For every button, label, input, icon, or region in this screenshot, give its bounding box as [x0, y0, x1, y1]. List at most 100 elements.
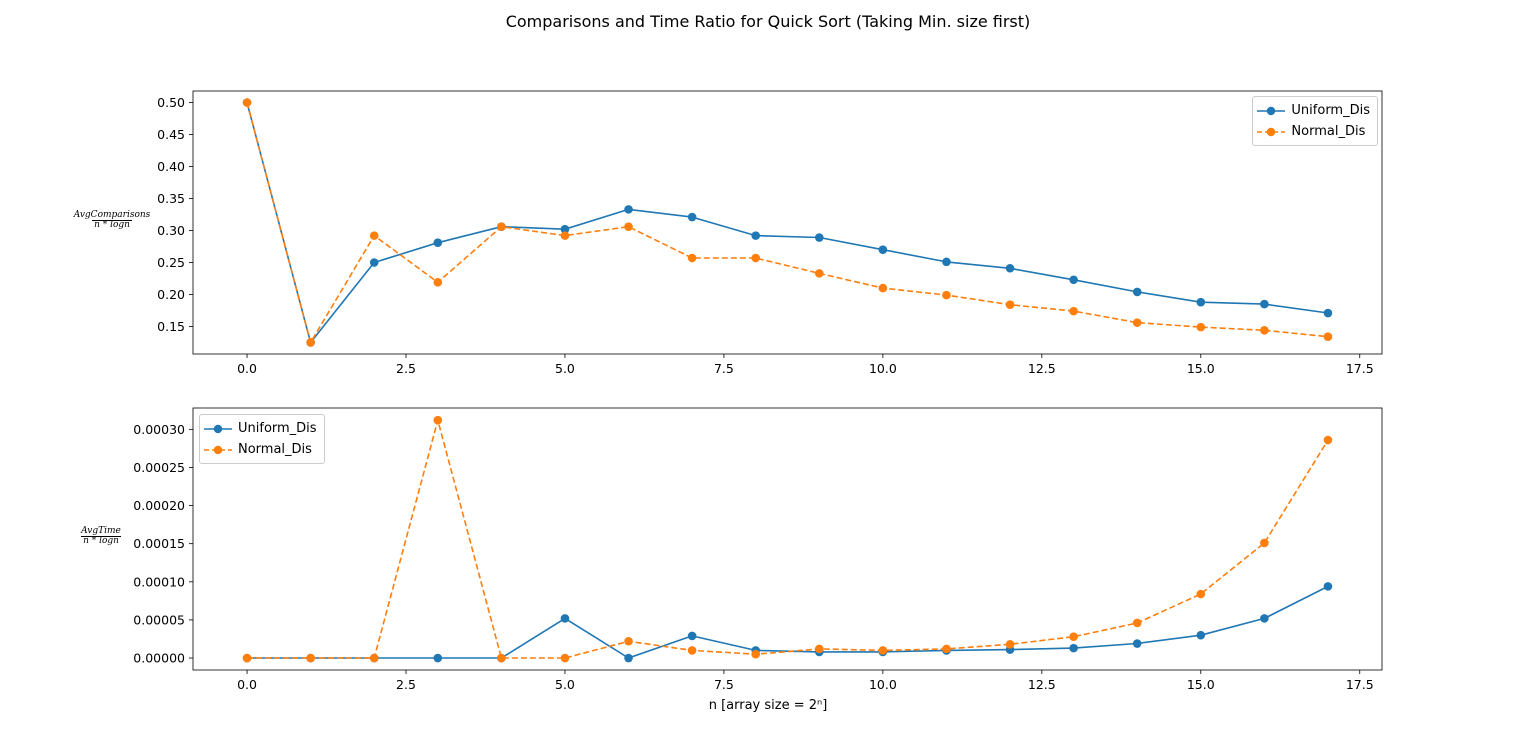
y-tick-label: 0.00015 — [133, 536, 185, 551]
data-point-normal-dis — [433, 278, 443, 287]
legend-line-uniform-icon — [204, 424, 232, 433]
x-tick-label: 2.5 — [396, 677, 416, 692]
data-point-uniform-dis — [687, 631, 697, 641]
data-point-uniform-dis — [1069, 275, 1078, 285]
legend-label-normal: Normal_Dis — [238, 442, 312, 457]
plot-frame — [192, 407, 1383, 671]
x-tick-label: 5.0 — [555, 361, 575, 376]
x-tick-label: 15.0 — [1187, 361, 1215, 376]
y-axis-label-denominator: n * logn — [92, 219, 132, 230]
x-tick-label: 10.0 — [869, 677, 897, 692]
x-tick-label: 12.5 — [1028, 361, 1056, 376]
legend-entry-normal: Normal_Dis — [204, 439, 317, 460]
data-point-uniform-dis — [624, 653, 633, 663]
data-point-normal-dis — [369, 231, 379, 240]
data-point-normal-dis — [242, 653, 252, 663]
data-point-normal-dis — [814, 644, 824, 654]
x-axis-label: n [array size = 2ⁿ] — [708, 698, 828, 713]
data-point-uniform-dis — [1132, 287, 1142, 297]
legend-label-uniform: Uniform_Dis — [1291, 103, 1370, 118]
y-tick-label: 0.35 — [157, 191, 185, 206]
series-line-uniform-dis — [247, 585, 1329, 659]
data-point-uniform-dis — [1005, 263, 1015, 273]
plot-frame — [192, 90, 1383, 355]
y-axis-label-numerator: AvgTime — [81, 526, 121, 536]
x-tick-label: 12.5 — [1028, 677, 1056, 692]
x-tick-label: 2.5 — [396, 361, 416, 376]
data-point-normal-dis — [1323, 332, 1333, 342]
data-point-normal-dis — [242, 98, 252, 107]
data-point-normal-dis — [1005, 300, 1015, 310]
data-point-uniform-dis — [433, 238, 443, 247]
data-point-normal-dis — [1196, 322, 1206, 332]
x-tick-label: 7.5 — [714, 361, 734, 376]
data-point-normal-dis — [687, 646, 697, 655]
legend-line-normal-icon — [1257, 127, 1286, 136]
data-point-normal-dis — [1069, 306, 1078, 316]
data-point-normal-dis — [751, 649, 761, 659]
data-point-normal-dis — [1132, 318, 1142, 327]
data-point-uniform-dis — [560, 224, 570, 234]
data-point-normal-dis — [497, 222, 506, 231]
legend-label-normal: Normal_Dis — [1291, 124, 1366, 139]
data-point-normal-dis — [878, 646, 888, 655]
series-line-normal-dis — [246, 102, 1329, 344]
y-tick-label: 0.40 — [157, 159, 185, 174]
legend-comparisons: Uniform_Dis Normal_Dis — [1252, 96, 1378, 146]
legend-label-uniform: Uniform_Dis — [238, 421, 317, 436]
x-tick-label: 17.5 — [1346, 361, 1374, 376]
data-point-normal-dis — [624, 222, 633, 231]
y-tick-label: 0.00030 — [133, 422, 185, 437]
series-line-uniform-dis — [246, 102, 1329, 344]
x-tick-label: 7.5 — [714, 677, 734, 692]
legend-time: Uniform_Dis Normal_Dis — [199, 414, 325, 464]
data-point-normal-dis — [1196, 589, 1206, 599]
legend-entry-uniform: Uniform_Dis — [204, 418, 317, 439]
x-tick-label: 17.5 — [1346, 677, 1374, 692]
data-point-uniform-dis — [1323, 582, 1333, 591]
data-point-normal-dis — [751, 253, 761, 263]
y-tick-label: 0.30 — [157, 223, 185, 238]
data-point-uniform-dis — [624, 205, 633, 214]
data-point-normal-dis — [1069, 632, 1078, 641]
x-tick-label: 15.0 — [1187, 677, 1215, 692]
data-point-normal-dis — [942, 290, 951, 300]
legend-entry-uniform: Uniform_Dis — [1257, 100, 1370, 121]
x-tick-label: 10.0 — [869, 361, 897, 376]
x-tick-label: 0.0 — [237, 677, 257, 692]
y-axis-label-numerator: AvgComparisons — [73, 209, 151, 220]
data-point-uniform-dis — [1132, 639, 1142, 648]
data-point-normal-dis — [1005, 640, 1015, 649]
y-tick-label: 0.00020 — [133, 498, 185, 513]
data-point-uniform-dis — [1260, 614, 1269, 623]
y-axis-label-comparisons: AvgComparisons n * logn — [67, 209, 157, 231]
y-tick-label: 0.45 — [157, 127, 185, 142]
data-point-normal-dis — [814, 269, 824, 278]
legend-line-normal-icon — [204, 445, 232, 454]
data-point-uniform-dis — [1069, 643, 1078, 653]
data-point-uniform-dis — [560, 614, 570, 623]
data-point-normal-dis — [942, 644, 951, 654]
x-tick-label: 0.0 — [237, 361, 257, 376]
data-point-normal-dis — [433, 415, 443, 425]
y-tick-label: 0.00025 — [133, 460, 185, 475]
x-tick-label: 5.0 — [555, 677, 575, 692]
data-point-normal-dis — [1323, 435, 1333, 445]
y-tick-label: 0.00010 — [133, 574, 185, 589]
data-point-normal-dis — [624, 636, 633, 646]
data-point-uniform-dis — [1196, 297, 1206, 307]
data-point-normal-dis — [560, 653, 570, 663]
figure-title: Comparisons and Time Ratio for Quick Sor… — [505, 12, 1031, 31]
y-tick-label: 0.25 — [157, 255, 185, 270]
legend-line-uniform-icon — [1257, 106, 1286, 115]
y-tick-label: 0.00000 — [133, 651, 185, 666]
y-axis-label-time: AvgTime n * logn — [56, 526, 146, 547]
data-point-normal-dis — [1260, 326, 1269, 335]
data-point-normal-dis — [369, 653, 379, 663]
data-point-normal-dis — [306, 653, 315, 663]
y-tick-label: 0.00005 — [133, 612, 185, 627]
data-point-normal-dis — [1132, 618, 1142, 628]
data-point-normal-dis — [306, 338, 315, 347]
data-point-normal-dis — [497, 653, 506, 663]
data-point-uniform-dis — [687, 212, 697, 222]
